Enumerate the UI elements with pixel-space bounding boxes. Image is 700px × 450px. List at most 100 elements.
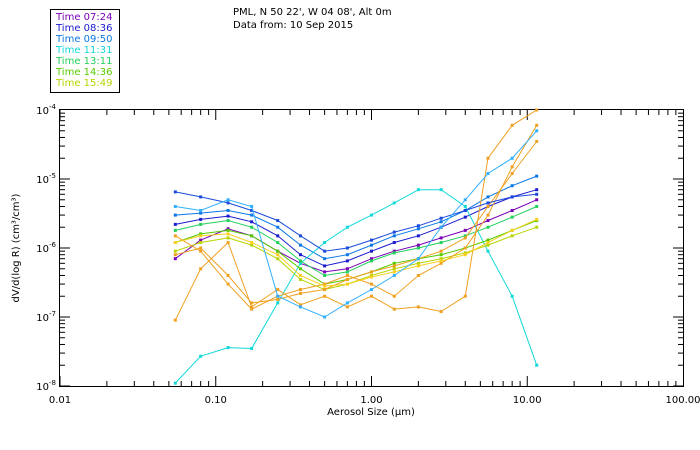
data-point: [226, 282, 230, 286]
data-point: [250, 208, 254, 212]
data-point: [250, 234, 254, 238]
data-point: [510, 156, 514, 160]
x-tick-label: 0.01: [49, 395, 71, 406]
data-point: [535, 204, 539, 208]
data-point: [345, 259, 349, 263]
data-point: [439, 259, 443, 263]
data-point: [345, 253, 349, 257]
legend-item: Time 11:31: [56, 45, 113, 56]
legend: Time 07:24 Time 08:36 Time 09:50 Time 11…: [50, 9, 120, 93]
data-point: [345, 270, 349, 274]
x-tick-label: 100.00: [666, 395, 700, 406]
data-point: [510, 228, 514, 232]
data-point: [535, 363, 539, 367]
data-point: [392, 201, 396, 205]
data-point: [463, 198, 467, 202]
data-point: [439, 257, 443, 261]
data-point: [345, 273, 349, 277]
data-point: [173, 204, 177, 208]
data-point: [463, 234, 467, 238]
data-point: [323, 288, 327, 292]
data-point: [199, 222, 203, 226]
data-point: [250, 220, 254, 224]
data-point: [439, 220, 443, 224]
data-point: [370, 273, 373, 277]
y-tick-label: 10-8: [36, 379, 56, 393]
y-tick-label: 10-4: [36, 103, 56, 117]
data-point: [370, 213, 373, 217]
data-point: [486, 241, 490, 245]
data-point: [345, 305, 349, 309]
plot-area: [59, 109, 684, 387]
data-point: [276, 288, 280, 292]
data-point: [486, 219, 490, 223]
data-point: [199, 267, 203, 271]
data-point: [486, 225, 490, 229]
data-point: [173, 249, 177, 253]
data-point: [226, 208, 230, 212]
data-point: [250, 301, 254, 305]
data-point: [370, 270, 373, 274]
data-point: [276, 241, 280, 245]
data-point: [173, 213, 177, 217]
data-point: [226, 228, 230, 232]
data-point: [535, 188, 539, 192]
data-point: [345, 225, 349, 229]
data-point: [226, 227, 230, 231]
data-point: [250, 305, 254, 309]
data-point: [323, 249, 327, 253]
data-point: [345, 282, 349, 286]
data-point: [323, 315, 327, 319]
data-point: [392, 294, 396, 298]
data-point: [463, 294, 467, 298]
series-line: [175, 141, 538, 304]
data-point: [392, 270, 396, 274]
data-point: [173, 228, 177, 232]
data-point: [250, 225, 254, 229]
data-point: [439, 236, 443, 240]
data-point: [173, 318, 177, 322]
data-point: [298, 234, 302, 238]
data-point: [298, 291, 302, 295]
location-line: PML, N 50 22', W 04 08', Alt 0m: [233, 7, 392, 18]
series-line: [175, 218, 537, 287]
data-point: [276, 234, 280, 238]
data-point: [486, 156, 490, 160]
y-tick-label: 10-6: [36, 241, 56, 255]
data-point: [510, 208, 514, 212]
data-point: [486, 249, 490, 253]
data-point: [535, 174, 539, 178]
data-point: [439, 253, 443, 257]
data-point: [439, 188, 443, 192]
legend-item: Time 09:50: [56, 34, 113, 45]
data-point: [510, 195, 514, 199]
data-point: [323, 282, 327, 286]
data-point: [298, 259, 302, 263]
data-point: [250, 241, 254, 245]
data-point: [226, 273, 230, 277]
data-point: [486, 195, 490, 199]
data-point: [323, 264, 327, 268]
data-point: [416, 227, 420, 231]
data-point: [276, 253, 280, 257]
data-point: [345, 246, 349, 250]
data-point: [199, 241, 203, 245]
data-point: [486, 201, 490, 205]
data-point: [298, 277, 302, 281]
data-point: [276, 257, 280, 261]
data-point: [439, 310, 443, 314]
legend-item: Time 08:36: [56, 23, 113, 34]
data-point: [226, 198, 230, 202]
data-point: [226, 214, 230, 218]
data-point: [535, 129, 539, 133]
data-point: [226, 236, 230, 240]
data-point: [226, 201, 230, 205]
data-point: [199, 249, 203, 253]
data-point: [486, 204, 490, 208]
data-point: [370, 243, 373, 247]
data-point: [463, 204, 467, 208]
chart-header: PML, N 50 22', W 04 08', Alt 0m Data fro…: [233, 6, 392, 32]
data-point: [486, 172, 490, 176]
legend-item: Time 14:36: [56, 67, 113, 78]
